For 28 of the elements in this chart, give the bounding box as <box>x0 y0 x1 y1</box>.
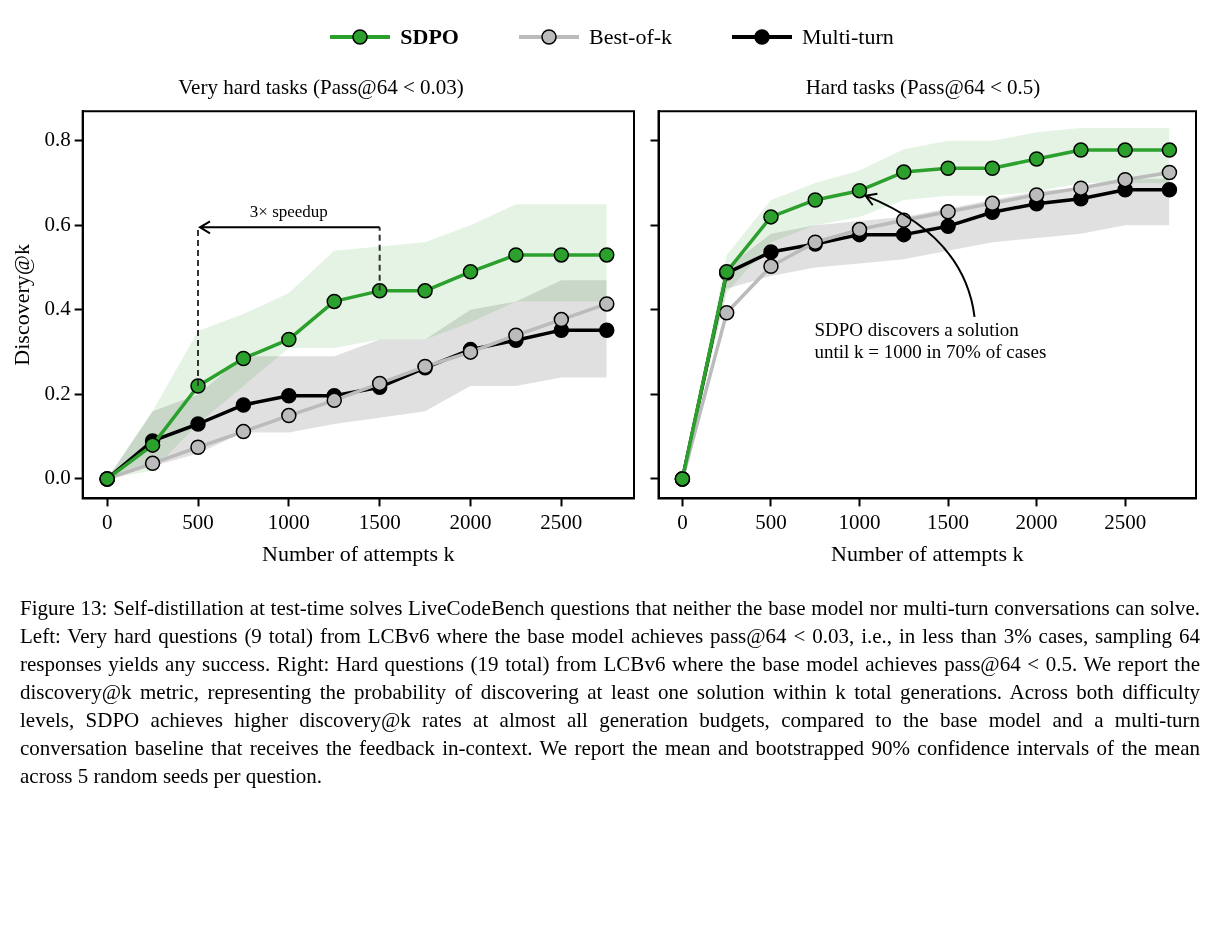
x-tick-label: 2000 <box>449 509 492 534</box>
caption: Figure 13: Self-distillation at test-time solves LiveCodeBench questions that neither the base model nor multi-turn conversations can solve. Left: Very hard questions (9 total) from LCBv6 where the base model achieves pass@64 < 0.03, i.e., in less than 3% cases, sampling 64 responses yields any success. Right: Hard questions (19 total) from LCBv6 where the base model achieves pass@64 < 0.5. We report the discovery@k metric, representing the probability of discovering at least one solution within k total generations. Across both difficulty levels, SDPO achieves higher discovery@k rates at almost all generation budgets, compared to the base model and a multi-turn conversation baseline that receives the feedback in-context. We report the mean and bootstrapped 90% confidence intervals of the mean across 5 random seeds per question. <box>20 595 1200 790</box>
legend-label: Best-of-k <box>588 24 673 50</box>
x-tick-label: 1000 <box>838 509 881 534</box>
y-tick-label: 0.0 <box>44 465 71 490</box>
legend-label: Multi-turn <box>802 24 894 50</box>
x-tick-label: 2500 <box>540 509 583 534</box>
x-tick-label: 500 <box>755 509 787 534</box>
y-tick-label: 0.4 <box>44 296 72 321</box>
x-tick-label: 2500 <box>1104 509 1147 534</box>
x-tick-label: 0 <box>677 509 688 534</box>
x-axis-title: Number of attempts k <box>262 540 455 566</box>
x-axis-title: Number of attempts k <box>831 540 1024 566</box>
y-tick-label: 0.2 <box>44 380 71 405</box>
legend-label: SDPO <box>400 24 459 50</box>
x-tick-label: 2000 <box>1015 509 1058 534</box>
y-axis-title: Discovery@k <box>8 243 34 366</box>
x-tick-label: 1500 <box>927 509 970 534</box>
annotation: 3× speedup <box>249 202 328 222</box>
x-tick-label: 1000 <box>267 509 310 534</box>
x-tick-label: 500 <box>182 509 214 534</box>
y-tick-label: 0.8 <box>44 127 71 152</box>
annotation: SDPO discovers a solution until k = 1000 in 70% of cases <box>814 318 1047 362</box>
chart-title: Hard tasks (Pass@64 < 0.5) <box>805 75 1041 100</box>
chart-title: Very hard tasks (Pass@64 < 0.03) <box>178 75 464 100</box>
x-tick-label: 1500 <box>358 509 401 534</box>
y-tick-label: 0.6 <box>44 211 71 236</box>
x-tick-label: 0 <box>101 509 113 534</box>
